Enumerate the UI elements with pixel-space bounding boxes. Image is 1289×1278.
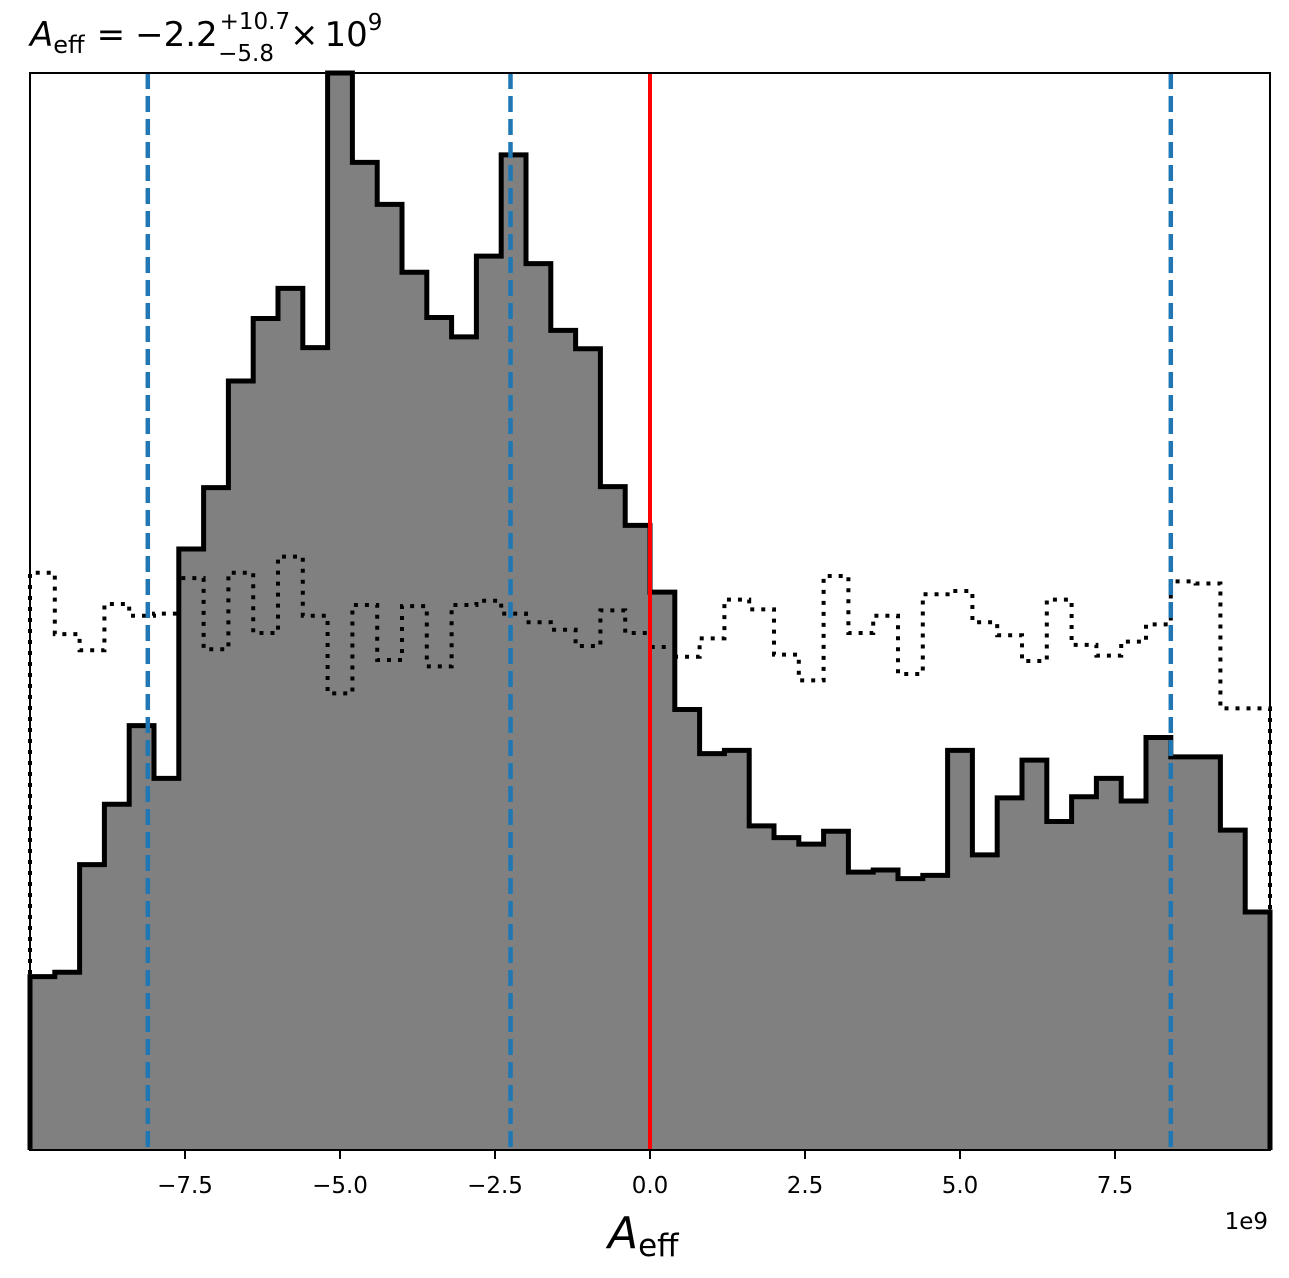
posterior-bar	[302, 347, 329, 1150]
posterior-bar	[699, 753, 725, 1150]
x-tick-label: −7.5	[157, 1173, 213, 1199]
posterior-bar	[1121, 801, 1147, 1150]
x-axis-ticks: −7.5 −5.0 −2.5 0.0 2.5 5.0 7.5	[157, 1150, 1133, 1199]
title-exponent: 9	[368, 10, 383, 36]
chart-title: Aeff = −2.2+10.7 −5.8 × 109	[28, 9, 382, 67]
x-tick-label: −5.0	[312, 1173, 368, 1199]
posterior-bar	[650, 592, 676, 1150]
posterior-bar	[947, 750, 973, 1150]
posterior-bar	[724, 750, 750, 1150]
posterior-bar	[873, 869, 899, 1150]
posterior-bar	[922, 875, 949, 1150]
posterior-bar	[1022, 760, 1048, 1150]
posterior-bar	[253, 318, 279, 1150]
posterior-bar	[997, 797, 1023, 1150]
posterior-bar	[352, 162, 378, 1151]
x-axis-offset-label: 1e9	[1225, 1209, 1268, 1235]
x-tick-label: 0.0	[632, 1173, 669, 1199]
posterior-bar	[178, 549, 205, 1150]
posterior-bar	[278, 288, 304, 1150]
posterior-bar	[1071, 796, 1097, 1150]
title-symbol-sub: eff	[53, 31, 85, 59]
posterior-bar	[1046, 821, 1073, 1150]
posterior-bar	[1220, 830, 1246, 1150]
x-tick-label: 7.5	[1097, 1173, 1134, 1199]
posterior-bar	[154, 778, 180, 1150]
vertical-lines	[145, 73, 1174, 1150]
title-symbol: A	[28, 15, 53, 55]
posterior-bar	[798, 844, 825, 1150]
title-upper-err: +10.7	[220, 9, 290, 35]
posterior-bar	[749, 825, 775, 1150]
posterior-bar	[674, 709, 701, 1150]
x-tick-label: −2.5	[467, 1173, 523, 1199]
prior-histogram	[28, 554, 1272, 1150]
title-base: 10	[324, 15, 367, 55]
posterior-bar	[30, 976, 56, 1150]
posterior-bar	[426, 317, 453, 1150]
posterior-bar	[1170, 756, 1197, 1150]
posterior-bar	[1195, 756, 1221, 1150]
posterior-bar	[823, 831, 849, 1150]
x-tick-label: 2.5	[787, 1173, 824, 1199]
prior-outline	[28, 554, 1272, 1150]
posterior-bar	[451, 336, 477, 1150]
posterior-bar	[526, 263, 552, 1150]
x-tick-label: 5.0	[942, 1173, 979, 1199]
posterior-bar	[1245, 911, 1271, 1150]
posterior-bar	[1096, 778, 1122, 1150]
posterior-bar	[476, 256, 502, 1151]
title-lower-err: −5.8	[218, 41, 274, 67]
posterior-histogram	[27, 70, 1273, 1151]
x-axis-label-symbol: A	[605, 1208, 638, 1259]
posterior-bar	[327, 73, 353, 1150]
title-equals: =	[97, 15, 126, 55]
posterior-bar	[898, 878, 924, 1150]
x-axis-label-sub: eff	[638, 1228, 679, 1264]
posterior-bar	[1146, 737, 1172, 1150]
posterior-bar	[972, 854, 998, 1150]
posterior-bar	[774, 837, 800, 1150]
posterior-bar	[377, 204, 403, 1151]
title-times: ×	[290, 15, 319, 55]
posterior-bar	[501, 154, 527, 1151]
posterior-bar	[625, 525, 651, 1150]
posterior-bar	[550, 330, 577, 1150]
posterior-bar	[203, 487, 229, 1150]
x-axis-label: Aeff	[605, 1208, 679, 1264]
posterior-bar	[600, 486, 626, 1150]
title-median: −2.2	[135, 15, 218, 55]
posterior-bar	[848, 872, 874, 1150]
posterior-bar	[575, 348, 601, 1150]
posterior-bar	[79, 864, 105, 1150]
posterior-bar	[54, 972, 81, 1150]
posterior-bar	[402, 272, 428, 1150]
posterior-bar	[104, 804, 130, 1150]
posterior-bar	[129, 725, 155, 1150]
posterior-bar	[228, 381, 254, 1151]
